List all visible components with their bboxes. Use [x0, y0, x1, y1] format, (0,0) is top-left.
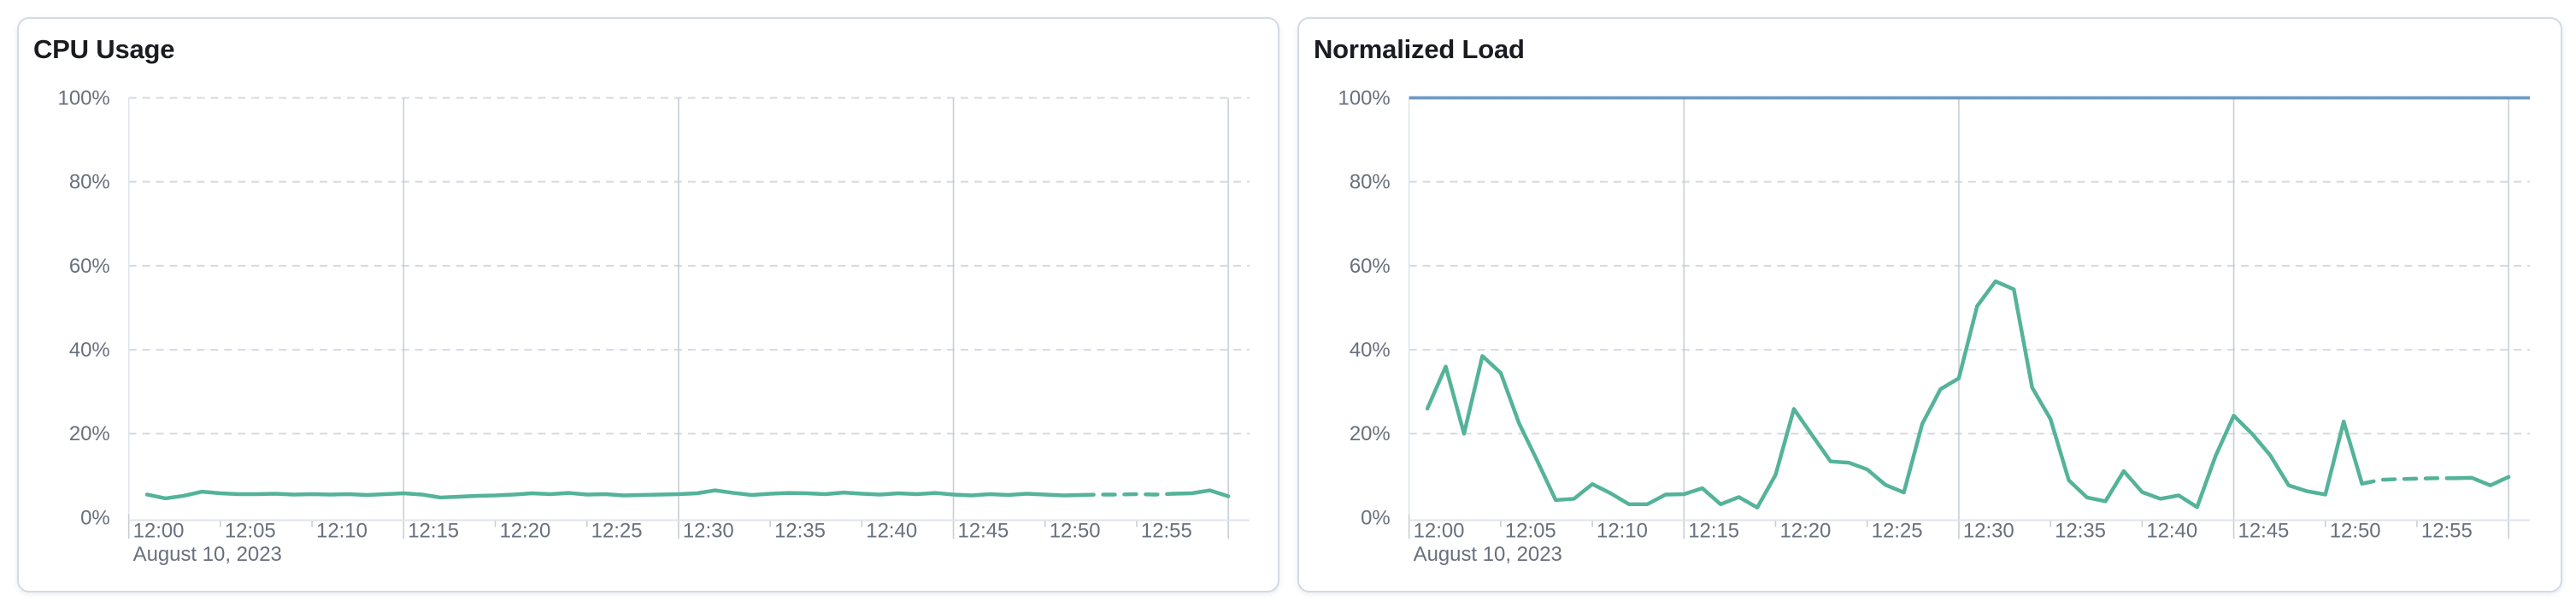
x-axis-label: 12:30	[1963, 519, 2014, 542]
y-axis-label: 20%	[69, 422, 110, 445]
x-axis-label: 12:20	[499, 519, 550, 542]
x-axis-label: 12:25	[1872, 519, 1923, 542]
y-axis-label: 80%	[69, 171, 110, 194]
chart-plot-area[interactable]	[1409, 97, 2530, 517]
x-axis-label: 12:10	[1597, 519, 1648, 542]
x-axis-label: 12:35	[774, 519, 826, 542]
x-axis-date-label: August 10, 2023	[1414, 543, 1562, 566]
x-axis-label: 12:35	[2055, 519, 2106, 542]
x-axis-label: 12:05	[1505, 519, 1556, 542]
y-axis-label: 20%	[1350, 422, 1391, 445]
y-axis-label: 0%	[80, 506, 110, 529]
panel-normalized-load: Normalized Load 12:00 12:05 12:10 12:15 12:2…	[1297, 17, 2562, 592]
panel-title: Normalized Load	[1314, 34, 1525, 64]
x-axis-label: 12:40	[866, 519, 917, 542]
series-line-dashed-partial	[1079, 492, 1176, 498]
y-axis-label: 100%	[58, 86, 110, 109]
x-axis-label: 12:55	[2421, 519, 2473, 542]
series-line-solid	[144, 488, 1084, 501]
x-axis-date-label: August 10, 2023	[133, 543, 282, 566]
x-axis-label: 12:55	[1141, 519, 1192, 542]
series-line-solid-tail	[2451, 474, 2511, 487]
x-axis-label: 12:00	[133, 519, 185, 542]
x-axis-label: 12:40	[2146, 519, 2197, 542]
series-line-solid	[1425, 279, 2364, 510]
series-line-solid-tail	[1171, 488, 1231, 498]
x-axis-label: 12:45	[958, 519, 1009, 542]
x-axis-label: 12:00	[1414, 519, 1465, 542]
x-axis-label: 12:45	[2238, 519, 2290, 542]
x-axis-label: 12:05	[225, 519, 276, 542]
normalized-load-chart-canvas[interactable]: 12:00 12:05 12:10 12:15 12:20 12:25 12:30 12:35…	[1299, 19, 2561, 591]
x-axis-label: 12:20	[1779, 519, 1831, 542]
y-axis-label: 0%	[1361, 506, 1391, 529]
x-axis-label: 12:50	[1050, 519, 1101, 542]
y-axis-label: 80%	[1350, 171, 1391, 194]
cpu-usage-chart-canvas[interactable]: 12:00 12:05 12:10 12:15 12:20 12:25 12:30 12:35…	[19, 19, 1278, 591]
x-axis-label: 12:15	[1688, 519, 1739, 542]
y-axis-label: 60%	[1350, 255, 1391, 278]
y-axis-label: 40%	[69, 339, 110, 362]
series-line-dashed-partial	[2360, 476, 2456, 486]
x-axis-label: 12:30	[683, 519, 734, 542]
y-axis-label: 100%	[1338, 86, 1391, 109]
x-axis-label: 12:50	[2330, 519, 2381, 542]
chart-plot-area[interactable]	[129, 97, 1250, 517]
panel-title: CPU Usage	[33, 34, 175, 64]
x-axis-label: 12:15	[408, 519, 459, 542]
y-axis-label: 40%	[1350, 339, 1391, 362]
x-axis-label: 12:10	[316, 519, 368, 542]
y-axis-label: 60%	[69, 255, 110, 278]
panel-cpu-usage: CPU Usage 12:00 12:05 12:10 12:15 12:20 12:25…	[17, 17, 1279, 592]
x-axis-label: 12:25	[591, 519, 643, 542]
